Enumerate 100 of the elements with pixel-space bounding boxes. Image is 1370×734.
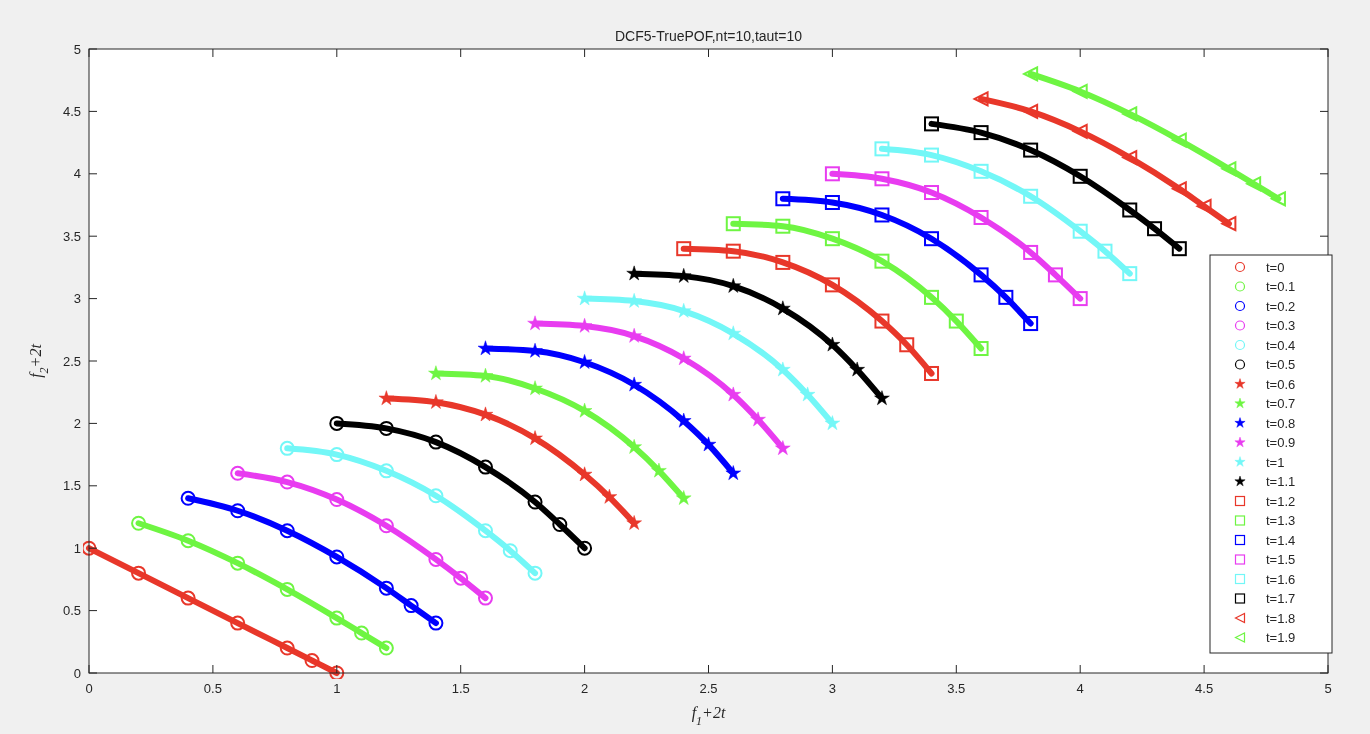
point — [354, 625, 370, 641]
point — [775, 361, 791, 377]
legend-label: t=0.2 — [1266, 298, 1296, 314]
point — [378, 640, 394, 656]
point — [824, 166, 840, 182]
point — [403, 598, 419, 614]
point — [700, 436, 717, 452]
point — [552, 516, 568, 532]
legend-label: t=0.1 — [1266, 279, 1296, 294]
point — [230, 555, 246, 571]
point — [924, 147, 940, 163]
point — [775, 300, 791, 316]
point — [874, 171, 890, 187]
point — [279, 440, 295, 456]
x-tick-label: 4 — [1076, 681, 1084, 696]
point — [378, 420, 394, 436]
y-tick-label: 4.5 — [62, 103, 81, 119]
x-tick-label: 2 — [580, 681, 589, 696]
legend-label: t=0.9 — [1266, 435, 1296, 450]
point — [1122, 202, 1138, 218]
point — [180, 533, 196, 549]
point — [428, 488, 444, 504]
legend-label: t=0.3 — [1266, 318, 1296, 333]
point — [428, 394, 444, 409]
point — [1171, 241, 1187, 257]
legend-label: t=0.8 — [1266, 415, 1296, 431]
point — [131, 515, 147, 531]
x-axis-title: f$_{1}$+2t — [691, 704, 726, 728]
point — [131, 565, 147, 581]
point — [948, 313, 964, 329]
point — [1023, 188, 1039, 204]
x-tick-label: 1.5 — [451, 681, 470, 696]
point — [775, 218, 791, 234]
legend-label: t=0.4 — [1266, 337, 1296, 353]
legend-label: t=1.6 — [1266, 571, 1296, 587]
point — [527, 315, 543, 331]
point — [329, 415, 345, 431]
legend-label: t=1.7 — [1266, 591, 1296, 606]
point — [924, 231, 940, 247]
point — [1072, 168, 1088, 184]
point — [1246, 176, 1262, 192]
point — [924, 116, 940, 132]
point — [1221, 216, 1237, 232]
point — [230, 615, 246, 631]
point — [1171, 132, 1187, 148]
legend-label: t=1 — [1266, 454, 1285, 470]
point — [998, 289, 1014, 305]
legend-label: t=1.1 — [1266, 474, 1296, 489]
y-tick-label: 0.5 — [62, 603, 81, 619]
point — [874, 141, 890, 157]
point — [1147, 221, 1163, 237]
point — [279, 523, 295, 539]
point — [477, 459, 493, 475]
point — [973, 125, 989, 141]
point — [874, 313, 890, 329]
point — [775, 191, 791, 207]
point — [329, 447, 345, 463]
x-tick-label: 0 — [85, 681, 93, 696]
point — [626, 515, 642, 530]
point — [576, 466, 593, 482]
y-tick-label: 2 — [73, 415, 81, 431]
point — [329, 610, 345, 626]
point — [626, 265, 642, 281]
legend-label: t=0 — [1266, 259, 1285, 275]
point — [973, 341, 989, 357]
legend-label: t=1.3 — [1266, 513, 1296, 528]
point — [874, 390, 890, 405]
y-tick-label: 5 — [73, 41, 81, 57]
y-tick-label: 3.5 — [62, 228, 81, 244]
point — [1023, 103, 1039, 119]
point — [874, 253, 890, 269]
x-tick-label: 3 — [828, 681, 837, 696]
legend-label: t=0.5 — [1266, 357, 1296, 372]
legend-label: t=1.5 — [1266, 552, 1296, 567]
x-tick-label: 1 — [333, 681, 341, 696]
point — [849, 361, 865, 377]
point — [824, 336, 841, 352]
point — [651, 462, 667, 478]
point — [477, 590, 493, 606]
point — [378, 390, 395, 405]
point — [279, 581, 295, 597]
point — [899, 337, 915, 353]
x-tick-label: 3.5 — [947, 681, 966, 696]
point — [775, 440, 791, 455]
point — [824, 195, 840, 210]
point — [577, 540, 593, 556]
point — [1072, 83, 1088, 99]
point — [428, 434, 444, 450]
point — [775, 254, 791, 270]
point — [279, 474, 295, 490]
point — [725, 216, 741, 232]
point — [676, 268, 692, 283]
y-tick-label: 4 — [73, 166, 81, 182]
point — [304, 653, 320, 669]
point — [230, 503, 246, 519]
point — [924, 365, 940, 381]
point — [1097, 243, 1113, 259]
point — [1023, 316, 1039, 332]
point — [676, 412, 692, 428]
point — [725, 243, 741, 259]
